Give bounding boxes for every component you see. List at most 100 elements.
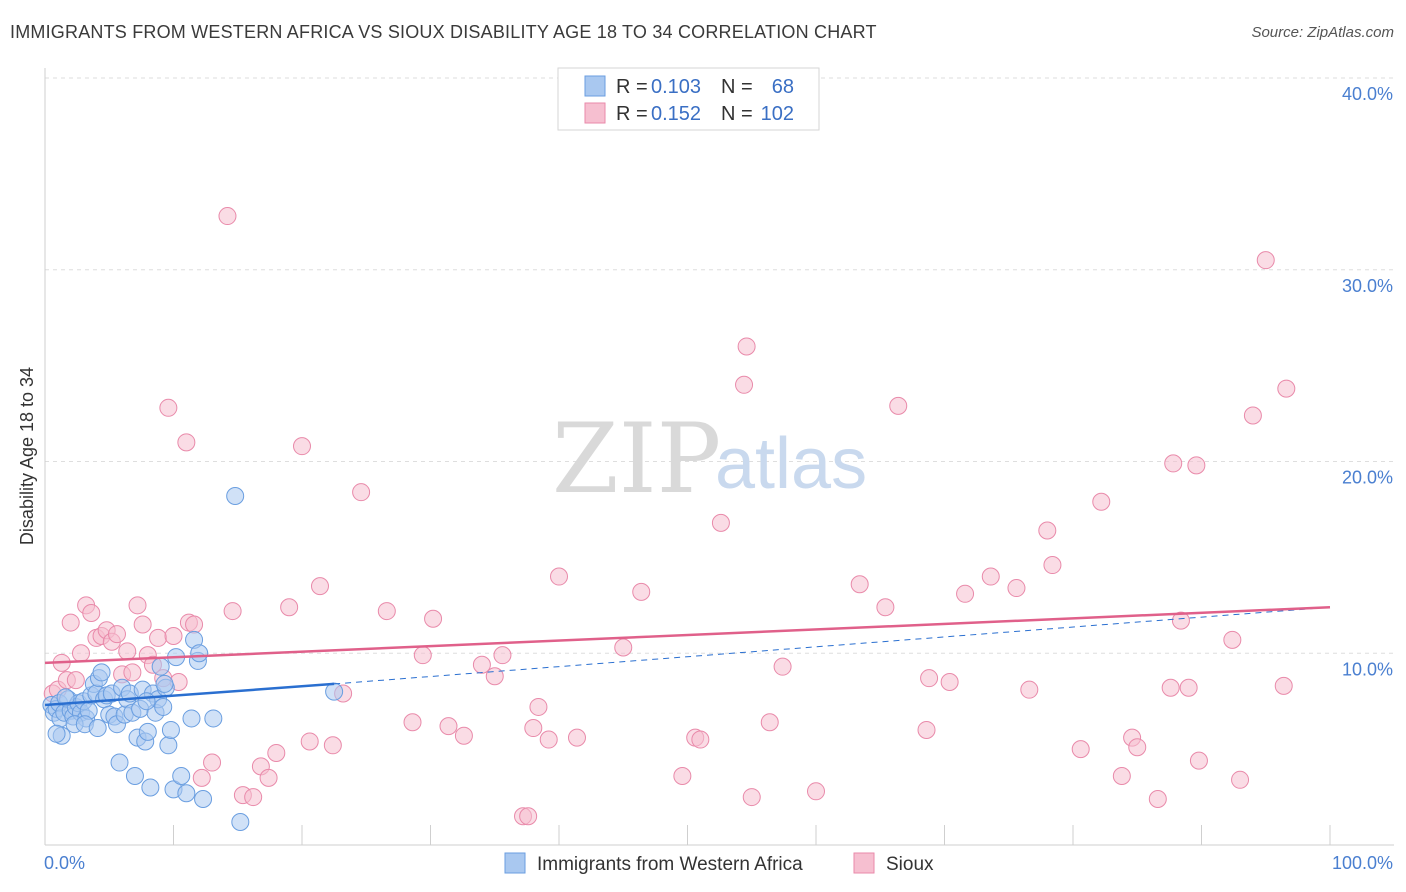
point-sioux	[164, 626, 183, 645]
point-sioux	[323, 736, 342, 755]
point-sioux	[82, 603, 101, 622]
point-sioux	[128, 596, 147, 615]
trendline-western-africa-extrapolated	[334, 606, 1331, 685]
point-sioux	[920, 669, 939, 688]
legend-r-label-pink: R =	[616, 103, 648, 125]
point-sioux	[424, 609, 443, 628]
point-sioux	[550, 567, 568, 586]
legend-n-label-pink: N =	[721, 103, 753, 125]
y-tick-label: 10.0%	[1342, 659, 1393, 679]
point-western-africa	[56, 688, 75, 707]
point-sioux	[889, 396, 908, 415]
point-sioux	[377, 602, 396, 621]
point-sioux	[773, 657, 792, 676]
point-sioux	[267, 743, 286, 762]
x-tick-label: 0.0%	[44, 853, 85, 873]
point-sioux	[218, 207, 237, 226]
point-sioux	[454, 726, 473, 745]
trendline-western-africa	[44, 682, 335, 707]
point-sioux	[61, 613, 80, 632]
point-sioux	[1112, 766, 1131, 785]
point-western-africa	[141, 778, 160, 797]
point-sioux	[735, 375, 754, 394]
point-sioux	[159, 398, 178, 417]
watermark: ZIP atlas	[552, 403, 867, 515]
point-sioux	[259, 768, 278, 787]
chart-source: Source: ZipAtlas.com	[1251, 24, 1394, 41]
series-legend: Immigrants from Western Africa Sioux	[504, 852, 934, 875]
point-sioux	[940, 673, 959, 692]
y-tick-label: 40.0%	[1342, 84, 1393, 104]
point-sioux	[493, 646, 512, 665]
point-sioux	[876, 598, 895, 617]
trend-layer	[44, 605, 1331, 707]
point-western-africa	[204, 709, 223, 728]
trendline-sioux	[44, 605, 1331, 665]
point-western-africa	[125, 766, 144, 785]
point-sioux	[529, 697, 548, 716]
point-sioux	[1243, 406, 1262, 425]
legend-r-value-blue: 0.103	[651, 76, 701, 98]
point-sioux	[310, 577, 329, 596]
point-western-africa	[325, 682, 344, 701]
chart-title: IMMIGRANTS FROM WESTERN AFRICA VS SIOUX …	[10, 22, 877, 42]
point-sioux	[133, 615, 152, 634]
legend-n-value-pink: 102	[761, 103, 794, 125]
point-sioux	[981, 567, 1000, 586]
point-western-africa	[155, 674, 174, 693]
point-sioux	[1277, 379, 1296, 398]
point-sioux	[244, 788, 263, 807]
point-western-africa	[154, 697, 173, 716]
point-western-africa	[161, 720, 180, 739]
point-western-africa	[177, 784, 196, 803]
point-sioux	[737, 337, 756, 356]
point-sioux	[192, 768, 211, 787]
point-western-africa	[226, 487, 245, 506]
point-western-africa	[172, 766, 191, 785]
legend-r-label-blue: R =	[616, 76, 648, 98]
point-sioux	[118, 642, 137, 661]
point-western-africa	[151, 657, 170, 676]
point-sioux	[1007, 579, 1026, 598]
legend-r-value-pink: 0.152	[651, 103, 701, 125]
points-layer	[42, 207, 1296, 831]
point-sioux	[1020, 680, 1039, 699]
point-sioux	[742, 788, 761, 807]
grid-layer	[45, 77, 1394, 654]
point-western-africa	[110, 753, 129, 772]
point-sioux	[280, 598, 299, 617]
point-sioux	[223, 602, 242, 621]
point-western-africa	[138, 722, 157, 741]
point-sioux	[1043, 556, 1062, 575]
point-sioux	[1231, 770, 1250, 789]
series-legend-label-pink: Sioux	[886, 854, 934, 875]
point-sioux	[352, 483, 371, 502]
point-sioux	[524, 719, 543, 738]
point-sioux	[850, 575, 869, 594]
point-sioux	[1148, 789, 1167, 808]
point-sioux	[1179, 678, 1198, 697]
watermark-zip: ZIP	[552, 403, 721, 515]
point-sioux	[1161, 678, 1180, 697]
point-western-africa	[88, 719, 107, 738]
point-sioux	[177, 433, 196, 452]
point-sioux	[71, 644, 90, 663]
point-sioux	[185, 615, 204, 634]
point-sioux	[472, 655, 491, 674]
point-sioux	[1187, 456, 1206, 475]
point-sioux	[673, 766, 692, 785]
point-sioux	[439, 717, 458, 736]
point-sioux	[632, 582, 651, 601]
point-sioux	[293, 437, 311, 456]
y-axis-label: Disability Age 18 to 34	[17, 367, 37, 545]
point-sioux	[413, 646, 432, 665]
point-sioux	[1274, 676, 1293, 695]
legend-swatch-blue	[584, 75, 606, 97]
point-western-africa	[231, 812, 250, 831]
legend-n-value-blue: 68	[772, 76, 794, 98]
point-sioux	[614, 638, 633, 657]
point-sioux	[691, 730, 710, 749]
watermark-atlas: atlas	[715, 424, 867, 504]
point-sioux	[807, 782, 825, 801]
ticks-layer: 10.0% 20.0% 30.0% 40.0% 0.0% 100.0%	[44, 84, 1393, 873]
